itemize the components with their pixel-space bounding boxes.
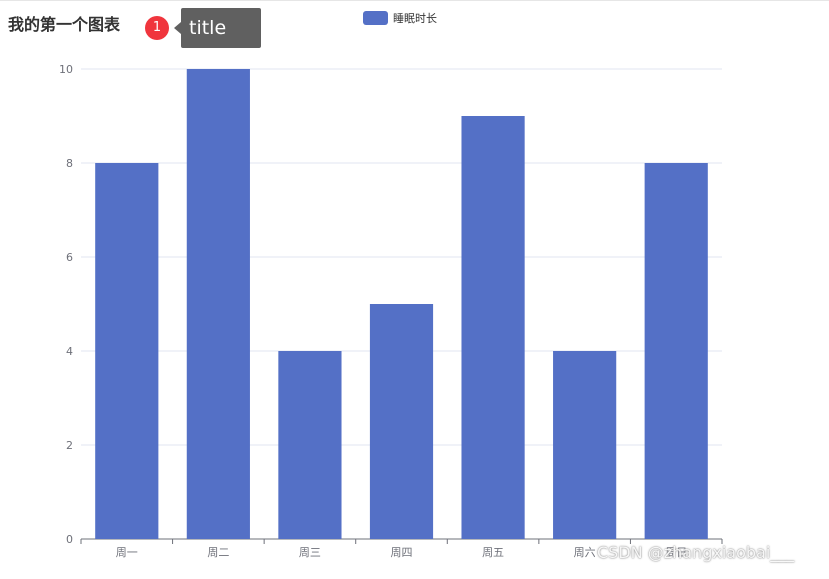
y-tick-label: 6	[66, 251, 73, 264]
x-tick-label: 周二	[207, 546, 229, 559]
x-tick-label: 周三	[299, 546, 321, 559]
bar-周五	[461, 116, 525, 539]
y-tick-label: 0	[66, 533, 73, 546]
bar-周二	[186, 69, 250, 539]
annotation-number-badge: 1	[145, 16, 169, 40]
x-tick-label: 周五	[482, 546, 504, 559]
chart-legend[interactable]: 睡眠时长	[363, 10, 437, 26]
x-tick-label: 周一	[116, 546, 138, 559]
bar-周一	[95, 163, 159, 539]
chart-title: 我的第一个图表	[8, 15, 121, 34]
y-tick-label: 8	[66, 157, 73, 170]
watermark: CSDN @zhangxiaobai___	[597, 543, 795, 562]
y-tick-label: 10	[59, 63, 73, 76]
top-divider	[0, 0, 829, 1]
bar-周四	[369, 304, 434, 539]
legend-label: 睡眠时长	[393, 12, 437, 25]
x-tick-label: 周四	[391, 546, 413, 559]
y-tick-label: 4	[66, 345, 73, 358]
bar-周三	[278, 351, 342, 539]
y-tick-label: 2	[66, 439, 73, 452]
tooltip-arrow-icon	[174, 22, 181, 34]
bar-周六	[553, 351, 617, 539]
x-tick-label: 周六	[574, 546, 596, 559]
bar-周日	[644, 163, 708, 539]
annotation-tooltip: title	[181, 8, 261, 48]
x-tick-label: 周日	[665, 546, 687, 559]
legend-swatch	[363, 11, 388, 25]
